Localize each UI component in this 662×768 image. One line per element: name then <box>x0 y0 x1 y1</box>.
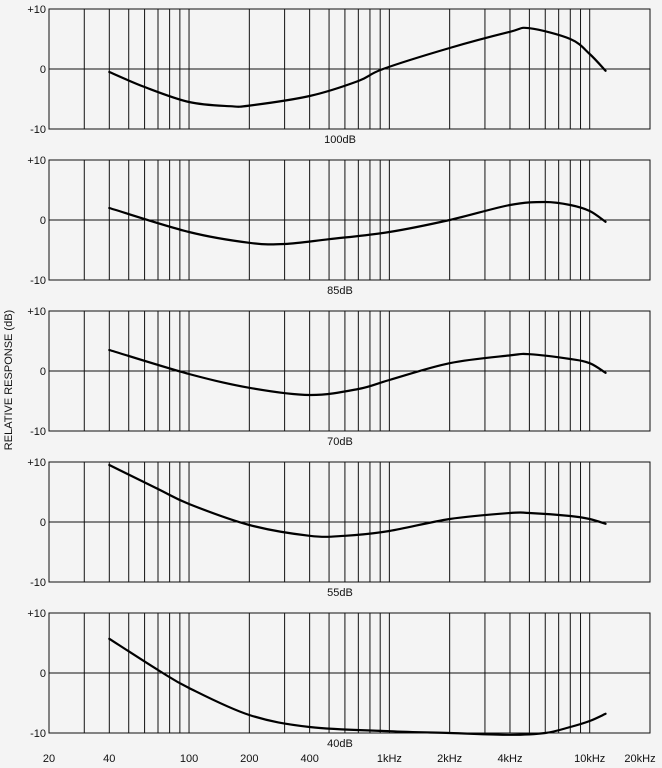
response-curve-55dB <box>108 463 607 538</box>
y-tick-label: 0 <box>40 517 46 529</box>
x-tick-label: 1kHz <box>377 753 402 765</box>
y-axis-label: RELATIVE RESPONSE (dB) <box>3 310 15 450</box>
y-tick-label: +10 <box>27 4 46 16</box>
y-tick-label: -10 <box>30 275 46 287</box>
response-curve-85dB <box>108 200 607 246</box>
panel-frame <box>48 8 651 130</box>
y-tick-label: 0 <box>40 366 46 378</box>
response-curve-100dB <box>108 26 607 108</box>
x-tick-label: 400 <box>300 753 318 765</box>
panel-title: 55dB <box>327 587 353 599</box>
panel-frame <box>48 461 651 583</box>
panel-frame <box>48 612 651 734</box>
y-tick-label: -10 <box>30 124 46 136</box>
y-tick-label: 0 <box>40 215 46 227</box>
x-tick-label: 100 <box>180 753 198 765</box>
x-tick-label: 40 <box>103 753 115 765</box>
x-tick-label: 200 <box>240 753 258 765</box>
x-tick-label: 10kHz <box>574 753 605 765</box>
y-tick-label: +10 <box>27 155 46 167</box>
panel-frame <box>48 310 651 432</box>
x-tick-label: 4kHz <box>497 753 522 765</box>
panel-frame <box>48 159 651 281</box>
panel-title: 40dB <box>327 738 353 750</box>
y-tick-label: +10 <box>27 608 46 620</box>
y-tick-label: -10 <box>30 728 46 740</box>
x-tick-label: 20kHz <box>624 753 655 765</box>
panel-title: 85dB <box>327 285 353 297</box>
panel-title: 70dB <box>327 436 353 448</box>
panel-title: 100dB <box>324 134 356 146</box>
y-tick-label: +10 <box>27 457 46 469</box>
response-curve-40dB <box>108 637 607 736</box>
x-tick-label: 2kHz <box>437 753 462 765</box>
y-tick-label: +10 <box>27 306 46 318</box>
y-tick-label: -10 <box>30 426 46 438</box>
y-tick-label: -10 <box>30 577 46 589</box>
y-tick-label: 0 <box>40 668 46 680</box>
y-tick-label: 0 <box>40 64 46 76</box>
x-tick-label: 20 <box>43 753 55 765</box>
response-curve-70dB <box>108 348 607 397</box>
